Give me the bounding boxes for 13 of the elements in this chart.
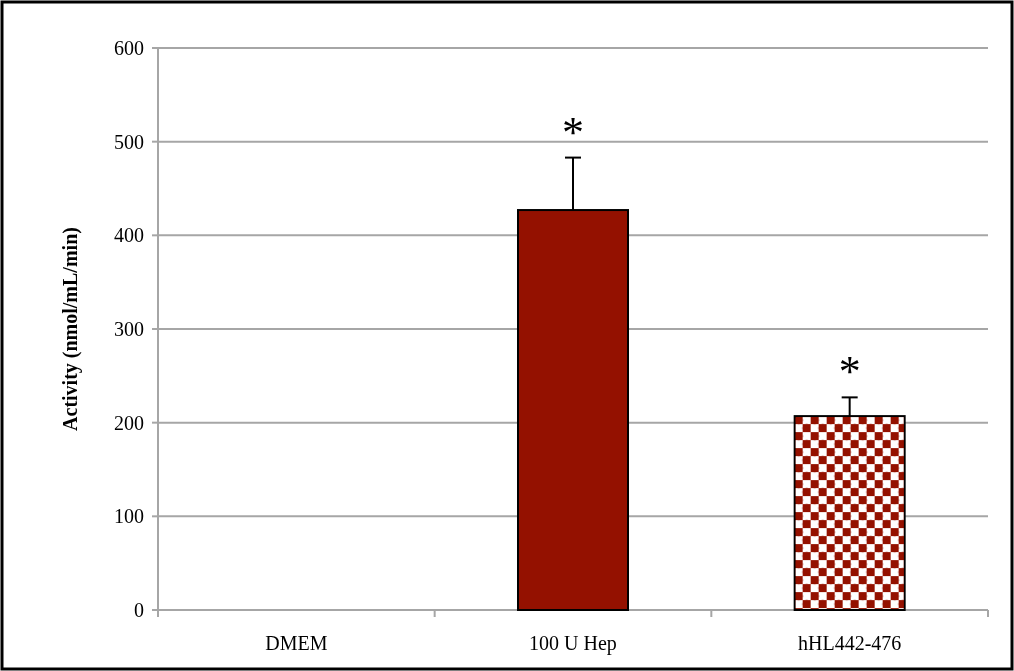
annotation: * xyxy=(562,107,584,157)
y-tick-label: 0 xyxy=(134,599,144,621)
y-tick-label: 500 xyxy=(114,130,144,153)
x-tick-label: DMEM xyxy=(265,632,328,654)
y-tick-label: 200 xyxy=(114,411,144,434)
y-axis-title: Activity (nmol/mL/min) xyxy=(59,227,82,431)
y-tick-label: 600 xyxy=(114,37,144,59)
y-tick-label: 300 xyxy=(114,318,144,340)
y-tick-label: 100 xyxy=(114,505,144,528)
annotation: * xyxy=(838,347,861,397)
x-tick-label: 100 U Hep xyxy=(529,632,617,655)
x-tick-label: hHL442-476 xyxy=(798,632,902,654)
y-tick-label: 400 xyxy=(114,224,144,247)
